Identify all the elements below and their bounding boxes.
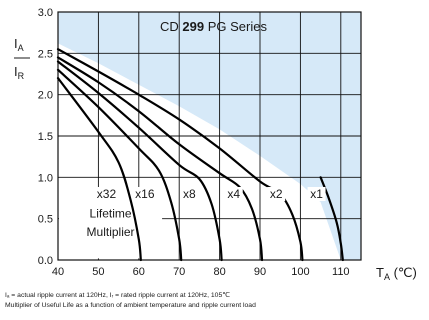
curve-label-background — [132, 187, 158, 201]
curve-label-background — [224, 187, 243, 201]
y-axis-label-numerator: IA — [14, 36, 24, 53]
curve-label-x16: x16 — [135, 187, 155, 201]
safe-region-fill — [58, 12, 361, 260]
curve-label-background — [180, 187, 199, 201]
y-tick-label: 1.0 — [38, 172, 53, 184]
series-curve-x2 — [56, 48, 304, 262]
curve-label-background — [307, 187, 326, 201]
curve-label-background — [267, 187, 286, 201]
plot-border — [57, 11, 362, 261]
y-tick-label: 1.5 — [38, 131, 53, 143]
x-tick-label: 110 — [332, 266, 350, 278]
x-tick-label: 50 — [92, 266, 104, 278]
series-curve-x1 — [319, 176, 344, 262]
y-tick-label: 0.0 — [38, 255, 53, 267]
inner-label-multiplier: Multiplier — [87, 225, 135, 239]
x-axis-label: TA (℃) — [376, 265, 417, 282]
y-axis-label: IA IR — [14, 36, 30, 81]
inner-label-lifetime: Lifetime — [90, 207, 132, 221]
y-tick-label: 2.0 — [38, 90, 53, 102]
y-axis-label-denominator: IR — [14, 64, 25, 81]
curve-label-x2: x2 — [270, 187, 283, 201]
x-tick-label: 40 — [52, 266, 64, 278]
series-curve-x8 — [56, 60, 223, 262]
plot-area: 40 50 60 70 80 90 100 110 0.0 0.5 1.0 1.5 2.0 2.5 3.0 L… — [38, 7, 362, 278]
chart-title: CD 299 PG Series — [160, 19, 267, 34]
footnote-description: Multiplier of Useful Life as a function … — [5, 302, 256, 309]
inner-label-background — [59, 189, 163, 259]
y-tick-label: 0.5 — [38, 214, 53, 226]
curve-label-x8: x8 — [183, 187, 196, 201]
curve-label-x32: x32 — [97, 187, 117, 201]
x-tick-label: 60 — [133, 266, 145, 278]
x-tick-label: 70 — [173, 266, 185, 278]
y-tick-label: 2.5 — [38, 48, 53, 60]
curve-label-background — [93, 187, 119, 201]
curve-label-x4: x4 — [227, 187, 240, 201]
x-tick-label: 90 — [254, 266, 266, 278]
curve-label-x1: x1 — [310, 187, 323, 201]
x-tick-label: 100 — [291, 266, 309, 278]
series-curve-x32 — [56, 77, 142, 262]
series-curve-x16 — [56, 68, 183, 262]
series-curve-x4 — [56, 56, 264, 262]
y-tick-label: 3.0 — [38, 7, 53, 19]
ripple-current-chart: 40 50 60 70 80 90 100 110 0.0 0.5 1.0 1.5 2.0 2.5 3.0 L… — [14, 7, 417, 282]
footnote-current-definitions: Iₐ = actual ripple current at 120Hz, Iᵣ … — [5, 292, 230, 299]
x-tick-label: 80 — [213, 266, 225, 278]
